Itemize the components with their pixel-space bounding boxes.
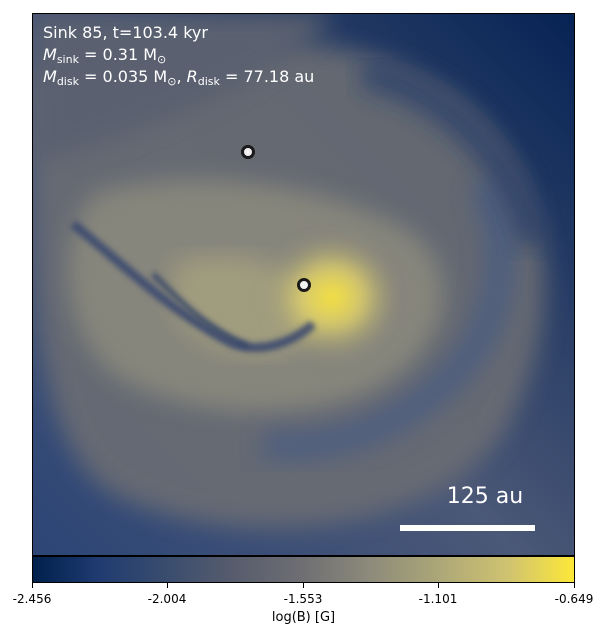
sink-particle-marker: [241, 145, 255, 159]
scale-bar: [400, 525, 535, 531]
colorbar-tick: [32, 583, 33, 588]
colorbar-tick-label: -1.101: [418, 592, 458, 606]
disk-properties: Mdisk = 0.035 M⊙, Rdisk = 77.18 au: [43, 67, 315, 88]
colorbar-tick: [303, 583, 304, 588]
sink-particle-marker: [297, 278, 311, 292]
colorbar-tick-label: -2.004: [147, 592, 187, 606]
colorbar-label: log(B) [G]: [271, 610, 336, 625]
colorbar: [32, 556, 575, 583]
colorbar-tick-label: -2.456: [12, 592, 52, 606]
colorbar-tick: [167, 583, 168, 588]
colorbar-tick: [438, 583, 439, 588]
scale-bar-label: 125 au: [446, 484, 524, 509]
colorbar-tick-label: -0.649: [554, 592, 594, 606]
sink-title: Sink 85, t=103.4 kyr: [43, 23, 208, 42]
colorbar-tick: [574, 583, 575, 588]
sink-mass: Msink = 0.31 M⊙: [43, 45, 167, 66]
field-image: [33, 14, 574, 555]
magnetic-field-map: Sink 85, t=103.4 kyr Msink = 0.31 M⊙ Mdi…: [32, 13, 575, 556]
colorbar-tick-label: -1.553: [283, 592, 323, 606]
